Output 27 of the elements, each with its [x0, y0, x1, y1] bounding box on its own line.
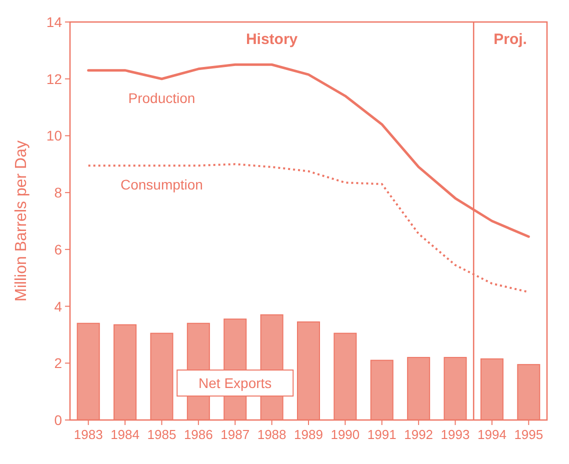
x-tick-label: 1994 — [478, 427, 506, 442]
x-tick-label: 1995 — [514, 427, 544, 442]
y-tick-label: 14 — [46, 14, 62, 30]
y-tick-label: 4 — [54, 298, 62, 314]
y-tick-label: 2 — [54, 355, 62, 372]
y-axis-title: Million Barrels per Day — [13, 140, 30, 302]
x-tick-label: 1988 — [257, 427, 286, 442]
x-tick-label: 1992 — [404, 427, 434, 442]
x-tick-label: 1991 — [367, 427, 396, 442]
y-tick-label: 12 — [46, 70, 62, 87]
x-tick-label: 1989 — [294, 427, 323, 442]
x-tick-label: 1993 — [440, 427, 470, 442]
x-tick-label: 1984 — [110, 427, 140, 442]
x-tick-label: 1987 — [220, 427, 250, 442]
series-label: Consumption — [120, 176, 203, 193]
x-tick-label: 1990 — [330, 427, 360, 442]
x-tick-label: 1986 — [184, 427, 213, 442]
y-tick-label: 8 — [54, 184, 62, 201]
annotation: History — [246, 31, 298, 48]
y-tick-label: 0 — [54, 412, 62, 428]
y-tick-label: 10 — [46, 128, 62, 144]
x-tick-label: 1983 — [74, 427, 103, 442]
annotation: Proj. — [494, 31, 527, 48]
series-label: Production — [128, 90, 196, 106]
x-tick-label: 1985 — [147, 427, 176, 442]
y-tick-label: 6 — [54, 241, 62, 258]
series-label: Net Exports — [198, 375, 272, 392]
